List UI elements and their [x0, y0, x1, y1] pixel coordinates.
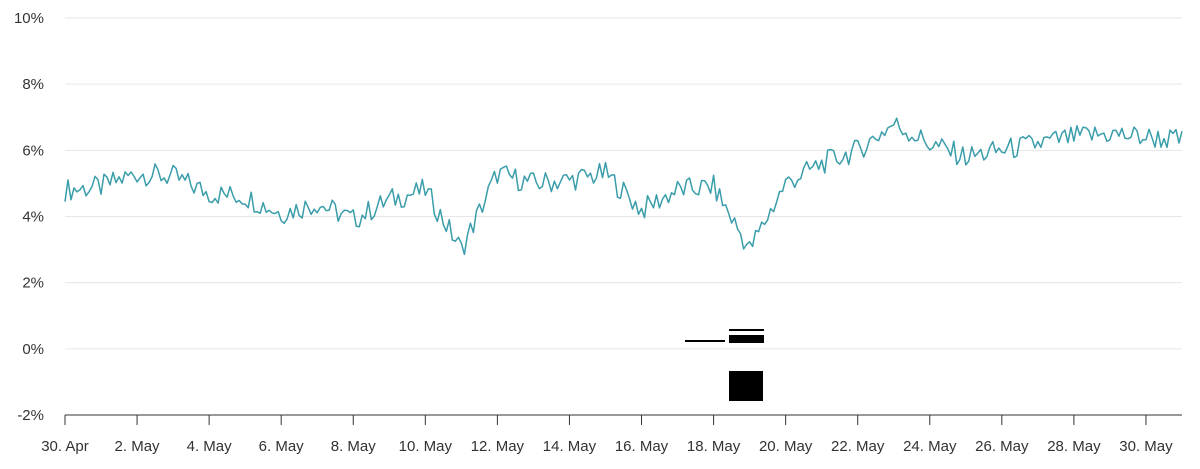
x-tick-label: 26. May: [975, 438, 1029, 455]
y-tick-label: -2%: [17, 407, 44, 424]
x-tick-label: 6. May: [259, 438, 305, 455]
x-axis: [64, 414, 1182, 425]
x-tick-label: 14. May: [543, 438, 597, 455]
x-tick-label: 20. May: [759, 438, 813, 455]
x-tick-label: 24. May: [903, 438, 957, 455]
x-tick-label: 8. May: [331, 438, 377, 455]
redaction-bar-mid: [729, 335, 764, 343]
x-axis-labels: 30. Apr 2. May 4. May 6. May 8. May 10. May 12…: [41, 438, 1173, 455]
x-tick-label: 22. May: [831, 438, 885, 455]
grid-lines: [65, 17, 1182, 350]
series-layer: [64, 117, 1183, 256]
overlay-marks: [685, 329, 764, 401]
x-tick-label: 30. May: [1119, 438, 1173, 455]
x-tick-label: 12. May: [471, 438, 525, 455]
x-tick-label: 2. May: [115, 438, 161, 455]
x-tick-label: 10. May: [399, 438, 453, 455]
y-axis-labels: -2% 0% 2% 4% 6% 8% 10%: [14, 10, 44, 424]
x-tick-label: 16. May: [615, 438, 669, 455]
redaction-bar-small: [685, 340, 725, 342]
x-tick-label: 4. May: [187, 438, 233, 455]
redaction-bar-top: [729, 329, 764, 331]
y-tick-label: 2%: [22, 275, 44, 292]
x-tick-label: 30. Apr: [41, 438, 89, 455]
series-line: [64, 117, 1183, 256]
y-tick-label: 10%: [14, 10, 44, 27]
y-tick-label: 4%: [22, 209, 44, 226]
redaction-block: [729, 371, 763, 401]
x-tick-label: 28. May: [1047, 438, 1101, 455]
y-tick-label: 8%: [22, 76, 44, 93]
x-tick-label: 18. May: [687, 438, 741, 455]
y-tick-label: 0%: [22, 341, 44, 358]
y-tick-label: 6%: [22, 142, 44, 159]
